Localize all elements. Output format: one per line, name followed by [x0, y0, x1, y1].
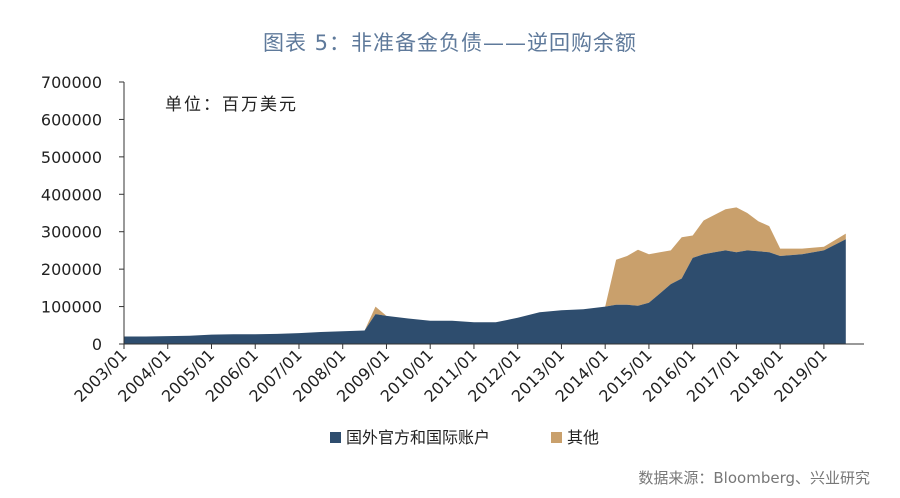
series-area-official [124, 239, 846, 344]
legend-label: 其他 [567, 428, 599, 447]
y-tick-label: 400000 [41, 185, 102, 204]
y-tick-label: 700000 [41, 73, 102, 92]
unit-label: 单位：百万美元 [165, 95, 298, 115]
legend-swatch [551, 432, 562, 443]
source-note: 数据来源：Bloomberg、兴业研究 [638, 469, 870, 487]
y-tick-label: 100000 [41, 298, 102, 317]
legend-label: 国外官方和国际账户 [346, 428, 490, 447]
legend-swatch [330, 432, 341, 443]
chart-title: 图表 5：非准备金负债——逆回购余额 [262, 31, 638, 55]
y-tick-label: 600000 [41, 110, 102, 129]
y-tick-label: 200000 [41, 260, 102, 279]
legend: 国外官方和国际账户 其他 [330, 428, 599, 447]
y-tick-label: 0 [92, 335, 102, 354]
y-tick-label: 500000 [41, 148, 102, 167]
plot-area [124, 207, 846, 344]
y-tick-label: 300000 [41, 223, 102, 242]
